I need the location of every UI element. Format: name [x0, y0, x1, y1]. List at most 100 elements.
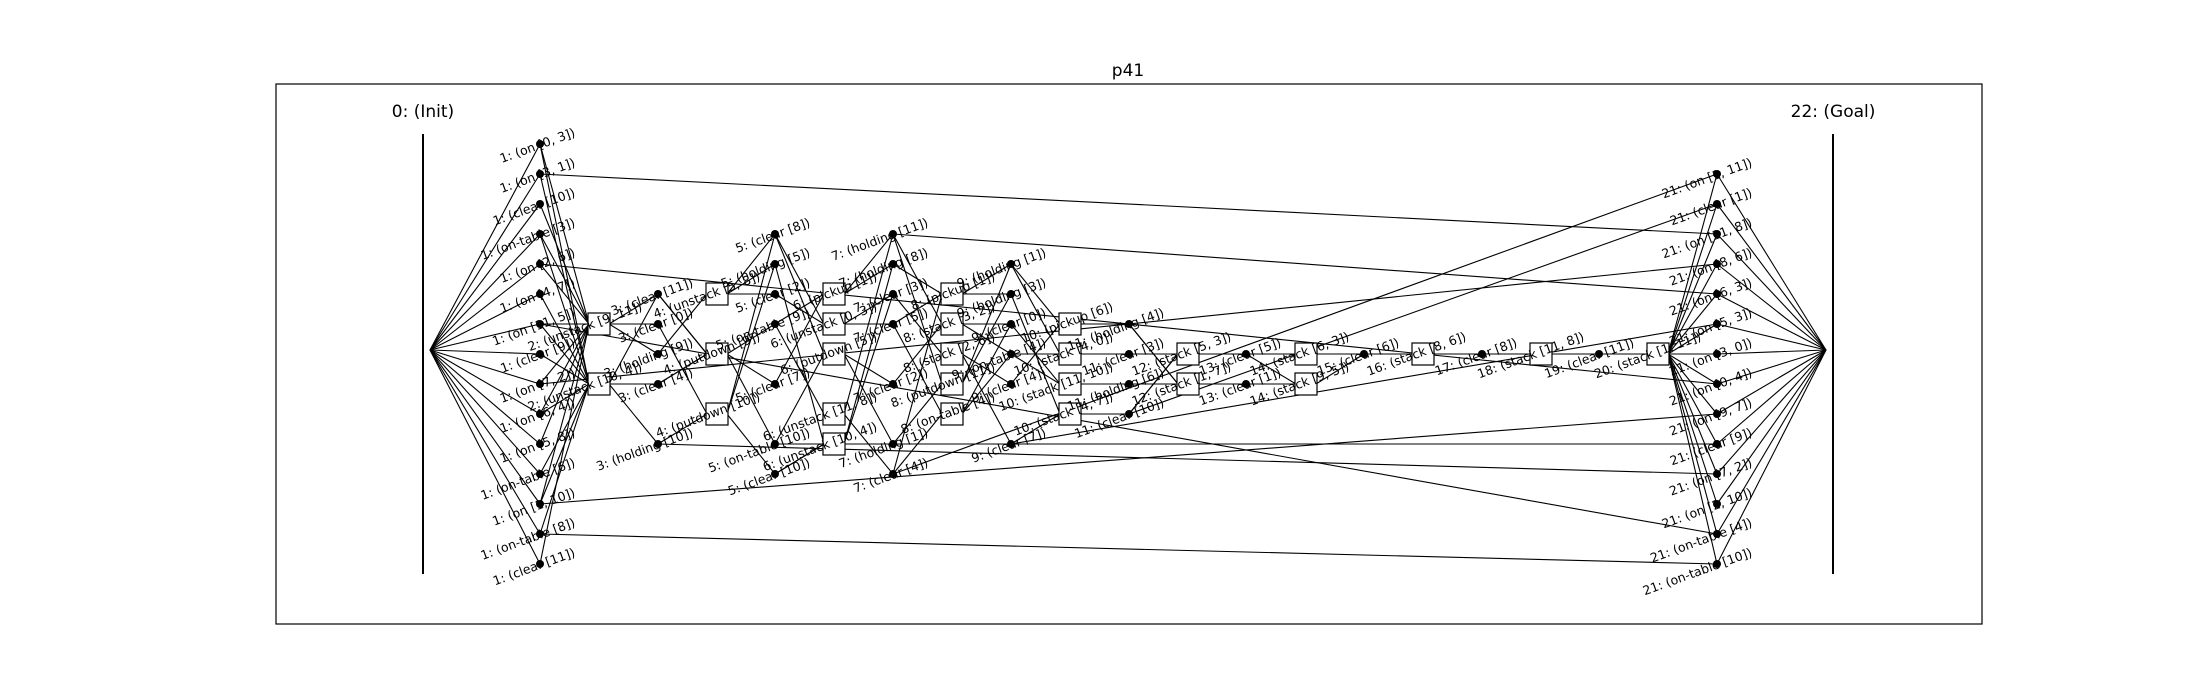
edge	[429, 349, 541, 415]
edge	[1716, 173, 1827, 351]
action-node	[1411, 342, 1435, 366]
edge	[843, 233, 894, 295]
edge	[1667, 353, 1718, 505]
edge	[892, 323, 943, 385]
fact-node	[889, 260, 897, 268]
fact-node	[889, 380, 897, 388]
action-node	[822, 342, 846, 366]
fact-node	[1713, 260, 1721, 268]
edge	[1667, 353, 1718, 445]
edge	[429, 143, 541, 351]
fact-node	[771, 320, 779, 328]
edge	[429, 349, 541, 355]
action-node	[1176, 372, 1200, 396]
fact-node	[536, 380, 544, 388]
fact-node	[1478, 350, 1486, 358]
edge	[726, 233, 776, 415]
edge	[539, 323, 590, 415]
edge	[429, 349, 541, 565]
fact-node	[1242, 350, 1250, 358]
edge	[892, 293, 943, 325]
edge	[539, 383, 590, 415]
action-node	[1058, 402, 1082, 426]
fact-node	[536, 560, 544, 568]
edge	[1716, 203, 1827, 351]
fact-node	[536, 500, 544, 508]
fact-node	[1125, 350, 1133, 358]
edge	[961, 353, 1012, 415]
fact-node	[1713, 350, 1721, 358]
edge	[1716, 349, 1827, 505]
fact-node	[889, 440, 897, 448]
edge	[774, 293, 825, 385]
action-node	[1646, 342, 1670, 366]
action-node	[1058, 342, 1082, 366]
edge	[1010, 323, 1718, 445]
fact-node	[771, 470, 779, 478]
fact-node	[1713, 230, 1721, 238]
fact-node	[654, 440, 662, 448]
fact-node	[1125, 380, 1133, 388]
edge	[608, 293, 659, 325]
fact-node	[536, 200, 544, 208]
edge	[429, 263, 541, 351]
fact-node	[1007, 320, 1015, 328]
fact-node	[771, 380, 779, 388]
action-node	[822, 432, 846, 456]
action-node	[940, 372, 964, 396]
edge	[1128, 203, 1718, 415]
edge	[539, 263, 590, 325]
edge	[1716, 349, 1827, 535]
edge	[657, 413, 708, 445]
fact-node	[536, 170, 544, 178]
edge	[1716, 263, 1827, 351]
edge	[1010, 353, 1061, 385]
fact-node	[1007, 350, 1015, 358]
edge	[429, 173, 541, 351]
action-node	[940, 402, 964, 426]
fact-node	[889, 290, 897, 298]
fact-node	[536, 140, 544, 148]
fact-node	[536, 530, 544, 538]
fact-node	[536, 440, 544, 448]
edge	[1667, 353, 1718, 415]
edge	[1716, 323, 1827, 351]
fact-node	[1007, 290, 1015, 298]
edge	[1667, 233, 1718, 355]
edge	[429, 349, 541, 535]
edge	[892, 323, 943, 415]
fact-node	[1713, 170, 1721, 178]
edge	[961, 263, 1012, 295]
action-node	[1058, 312, 1082, 336]
plot-frame	[275, 83, 1983, 625]
edge	[1716, 233, 1827, 351]
action-node	[1294, 372, 1318, 396]
edge	[429, 349, 541, 445]
edge	[1667, 323, 1718, 355]
edge	[429, 203, 541, 351]
edge	[1315, 353, 1365, 385]
edge	[539, 383, 590, 475]
edge	[608, 293, 659, 385]
action-node	[587, 312, 611, 336]
action-node	[940, 312, 964, 336]
edge	[774, 263, 825, 445]
edge	[1667, 293, 1718, 355]
action-node	[705, 402, 729, 426]
edge	[1667, 353, 1718, 385]
fact-node	[536, 410, 544, 418]
fact-node	[889, 470, 897, 478]
action-node	[587, 372, 611, 396]
edge	[429, 349, 541, 475]
edge	[429, 293, 541, 351]
edge	[539, 323, 590, 565]
fact-node	[654, 320, 662, 328]
edge	[1667, 353, 1718, 565]
edge	[1245, 353, 1297, 385]
edge	[843, 293, 894, 445]
edge	[1716, 349, 1827, 355]
action-node	[1176, 342, 1200, 366]
edge	[539, 323, 590, 445]
edge	[774, 233, 825, 355]
